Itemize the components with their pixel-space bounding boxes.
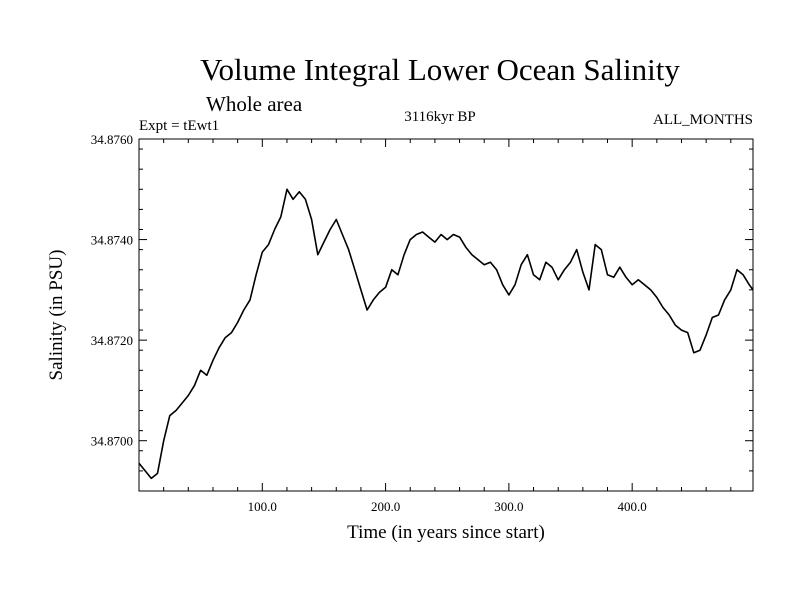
y-axis-label: Salinity (in PSU) <box>46 250 67 381</box>
y-tick-label: 34.8700 <box>91 434 133 449</box>
months-label: ALL_MONTHS <box>653 112 753 128</box>
x-axis-label: Time (in years since start) <box>347 522 545 543</box>
series-line-salinity <box>138 188 754 480</box>
y-tick-label: 34.8740 <box>91 233 133 248</box>
experiment-label: Expt = tEwt1 <box>139 118 219 134</box>
chart-title: Volume Integral Lower Ocean Salinity <box>200 52 680 87</box>
period-label: 3116kyr BP <box>404 109 476 125</box>
x-tick-label: 400.0 <box>618 499 647 514</box>
x-tick-label: 200.0 <box>371 499 400 514</box>
chart-subtitle: Whole area <box>206 92 303 116</box>
axis-ticks: 100.0 200.0 300.0 400.0 34.8700 34.8720 34.874… <box>91 132 753 514</box>
x-tick-label: 300.0 <box>494 499 523 514</box>
plot-frame <box>138 138 754 492</box>
x-tick-label: 100.0 <box>248 499 277 514</box>
plot-area <box>138 188 754 480</box>
y-tick-label: 34.8720 <box>91 333 133 348</box>
y-tick-label: 34.8760 <box>91 132 133 147</box>
